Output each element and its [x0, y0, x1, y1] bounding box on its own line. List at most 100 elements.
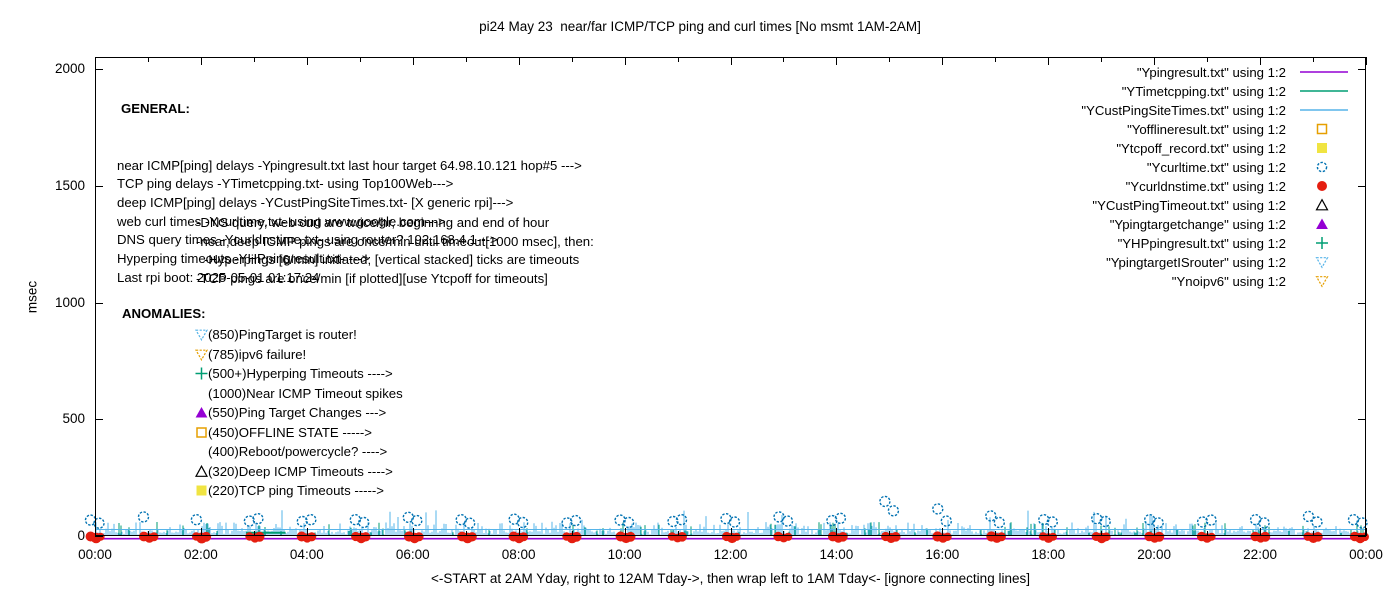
x-tick-label: 14:00 — [819, 547, 854, 562]
y-tick-label: 1000 — [54, 294, 85, 310]
web-curl-point — [985, 510, 997, 522]
anomaly-item: (500+)Hyperping Timeouts ----> — [195, 364, 403, 384]
legend-marker — [1294, 217, 1352, 231]
general-line: TCP ping delays -YTimetcpping.txt- using… — [117, 176, 454, 192]
filled-square-icon — [195, 484, 208, 497]
anomaly-marker-none — [195, 445, 208, 458]
anomaly-item: (785)ipv6 failure! — [195, 345, 403, 365]
line-icon — [1300, 90, 1348, 92]
anomaly-item: (450)OFFLINE STATE -----> — [195, 423, 403, 443]
legend-marker — [1294, 236, 1352, 250]
anomaly-text: (450)OFFLINE STATE -----> — [208, 424, 372, 440]
web-curl-point — [561, 517, 573, 529]
web-curl-point — [296, 515, 308, 528]
open-triangle-down-icon — [195, 348, 208, 361]
general-note: -DNS query, web curl are twice/hr, begin… — [196, 215, 550, 230]
filled-square-icon — [1317, 143, 1327, 153]
legend-label: "Ynoipv6" using 1:2 — [1171, 273, 1286, 289]
web-curl-point — [879, 495, 891, 508]
legend-item: "YTimetcpping.txt" using 1:2 — [1081, 82, 1352, 101]
web-curl-point — [1302, 510, 1315, 523]
web-curl-point — [137, 511, 150, 523]
web-curl-point — [1347, 514, 1360, 526]
web-curl-point — [358, 516, 370, 529]
chart-title: pi24 May 23 near/far ICMP/TCP ping and c… — [479, 19, 921, 34]
open-triangle-up-icon — [195, 464, 208, 477]
plot-legend: "Ypingresult.txt" using 1:2 "YTimetcpping… — [1081, 63, 1352, 291]
filled-square-icon — [196, 485, 207, 496]
anomaly-text: (550)Ping Target Changes ---> — [208, 405, 387, 421]
dns-query-point — [508, 531, 529, 544]
web-curl-point — [1311, 516, 1323, 528]
general-line: web curl times -Ycurltime.txt- using www… — [117, 213, 446, 229]
dns-query-point — [1038, 532, 1057, 543]
web-curl-point — [517, 516, 529, 529]
legend-item: "YHPpingresult.txt" using 1:2 — [1081, 234, 1352, 253]
anomaly-item: (850)PingTarget is router! — [195, 325, 403, 345]
legend-marker — [1294, 65, 1352, 79]
general-notes-block: GENERAL: near ICMP[ping] delays -Ypingre… — [117, 63, 582, 325]
web-curl-point — [455, 514, 467, 526]
legend-label: "Yofflineresult.txt" using 1:2 — [1127, 121, 1286, 137]
legend-marker — [1294, 160, 1352, 174]
dns-query-point — [1196, 531, 1216, 543]
web-curl-point — [675, 514, 688, 526]
web-curl-point — [622, 516, 635, 529]
web-curl-point — [1258, 517, 1270, 529]
dns-query-point — [828, 531, 848, 543]
x-tick-label: 04:00 — [289, 547, 324, 562]
filled-triangle-up-icon — [195, 407, 208, 418]
web-curl-point — [826, 514, 838, 527]
x-tick-label: 08:00 — [501, 547, 536, 562]
web-curl-point — [932, 503, 944, 515]
anomaly-text: (500+)Hyperping Timeouts ----> — [208, 366, 393, 382]
legend-label: "Ycurltime.txt" using 1:2 — [1146, 159, 1286, 175]
web-curl-point — [720, 513, 732, 525]
anomaly-item: (400)Reboot/powercycle? ----> — [195, 442, 403, 462]
plus-icon — [195, 367, 208, 380]
web-curl-point — [834, 512, 847, 524]
legend-item: "YCustPingSiteTimes.txt" using 1:2 — [1081, 101, 1352, 120]
plus-icon — [1316, 237, 1328, 249]
web-curl-point — [411, 514, 423, 527]
x-tick-label: 06:00 — [395, 547, 430, 562]
dns-query-point — [667, 532, 687, 543]
web-curl-point — [1196, 516, 1209, 528]
general-lines: near ICMP[ping] delays -Ypingresult.txt … — [117, 157, 582, 288]
anomaly-text: (1000)Near ICMP Timeout spikes — [208, 385, 403, 401]
x-tick-label: 00:00 — [78, 547, 112, 562]
web-curl-point — [614, 514, 626, 526]
anomalies-list: (850)PingTarget is router! (785)ipv6 fail… — [195, 325, 403, 501]
legend-item: "Ytcpoff_record.txt" using 1:2 — [1081, 139, 1352, 158]
open-triangle-up-icon — [195, 464, 208, 478]
legend-marker — [1294, 274, 1352, 288]
anomaly-item: (220)TCP ping Timeouts -----> — [195, 481, 403, 501]
open-triangle-up-icon — [1315, 198, 1329, 211]
anomalies-heading: ANOMALIES: — [122, 306, 206, 321]
legend-item: "Ycurltime.txt" using 1:2 — [1081, 158, 1352, 177]
open-triangle-down-icon — [195, 328, 208, 342]
web-curl-point — [728, 516, 741, 528]
legend-label: "YTimetcpping.txt" using 1:2 — [1121, 83, 1286, 99]
legend-label: "YCustPingSiteTimes.txt" using 1:2 — [1081, 102, 1286, 118]
web-curl-point — [305, 514, 317, 526]
anomaly-text: (400)Reboot/powercycle? ----> — [208, 444, 388, 460]
filled-circle-icon — [1317, 181, 1327, 191]
open-square-icon — [1316, 123, 1328, 135]
line-icon — [1300, 109, 1348, 111]
web-curl-point — [1249, 514, 1262, 526]
legend-marker — [1294, 255, 1352, 269]
legend-label: "Ycurldnstime.txt" using 1:2 — [1125, 178, 1286, 194]
legend-label: "YHPpingresult.txt" using 1:2 — [1117, 235, 1286, 251]
legend-label: "YpingtargetISrouter" using 1:2 — [1106, 254, 1286, 270]
legend-marker — [1294, 122, 1352, 136]
legend-item: "Yofflineresult.txt" using 1:2 — [1081, 120, 1352, 139]
open-square-icon — [196, 427, 207, 438]
web-curl-point — [887, 505, 900, 517]
web-curl-point — [252, 513, 264, 525]
legend-marker — [1294, 198, 1352, 212]
dns-query-point — [1144, 531, 1165, 543]
anomaly-text: (320)Deep ICMP Timeouts ----> — [208, 463, 393, 479]
legend-label: "Ypingtargetchange" using 1:2 — [1109, 216, 1286, 232]
legend-item: "YpingtargetISrouter" using 1:2 — [1081, 253, 1352, 272]
